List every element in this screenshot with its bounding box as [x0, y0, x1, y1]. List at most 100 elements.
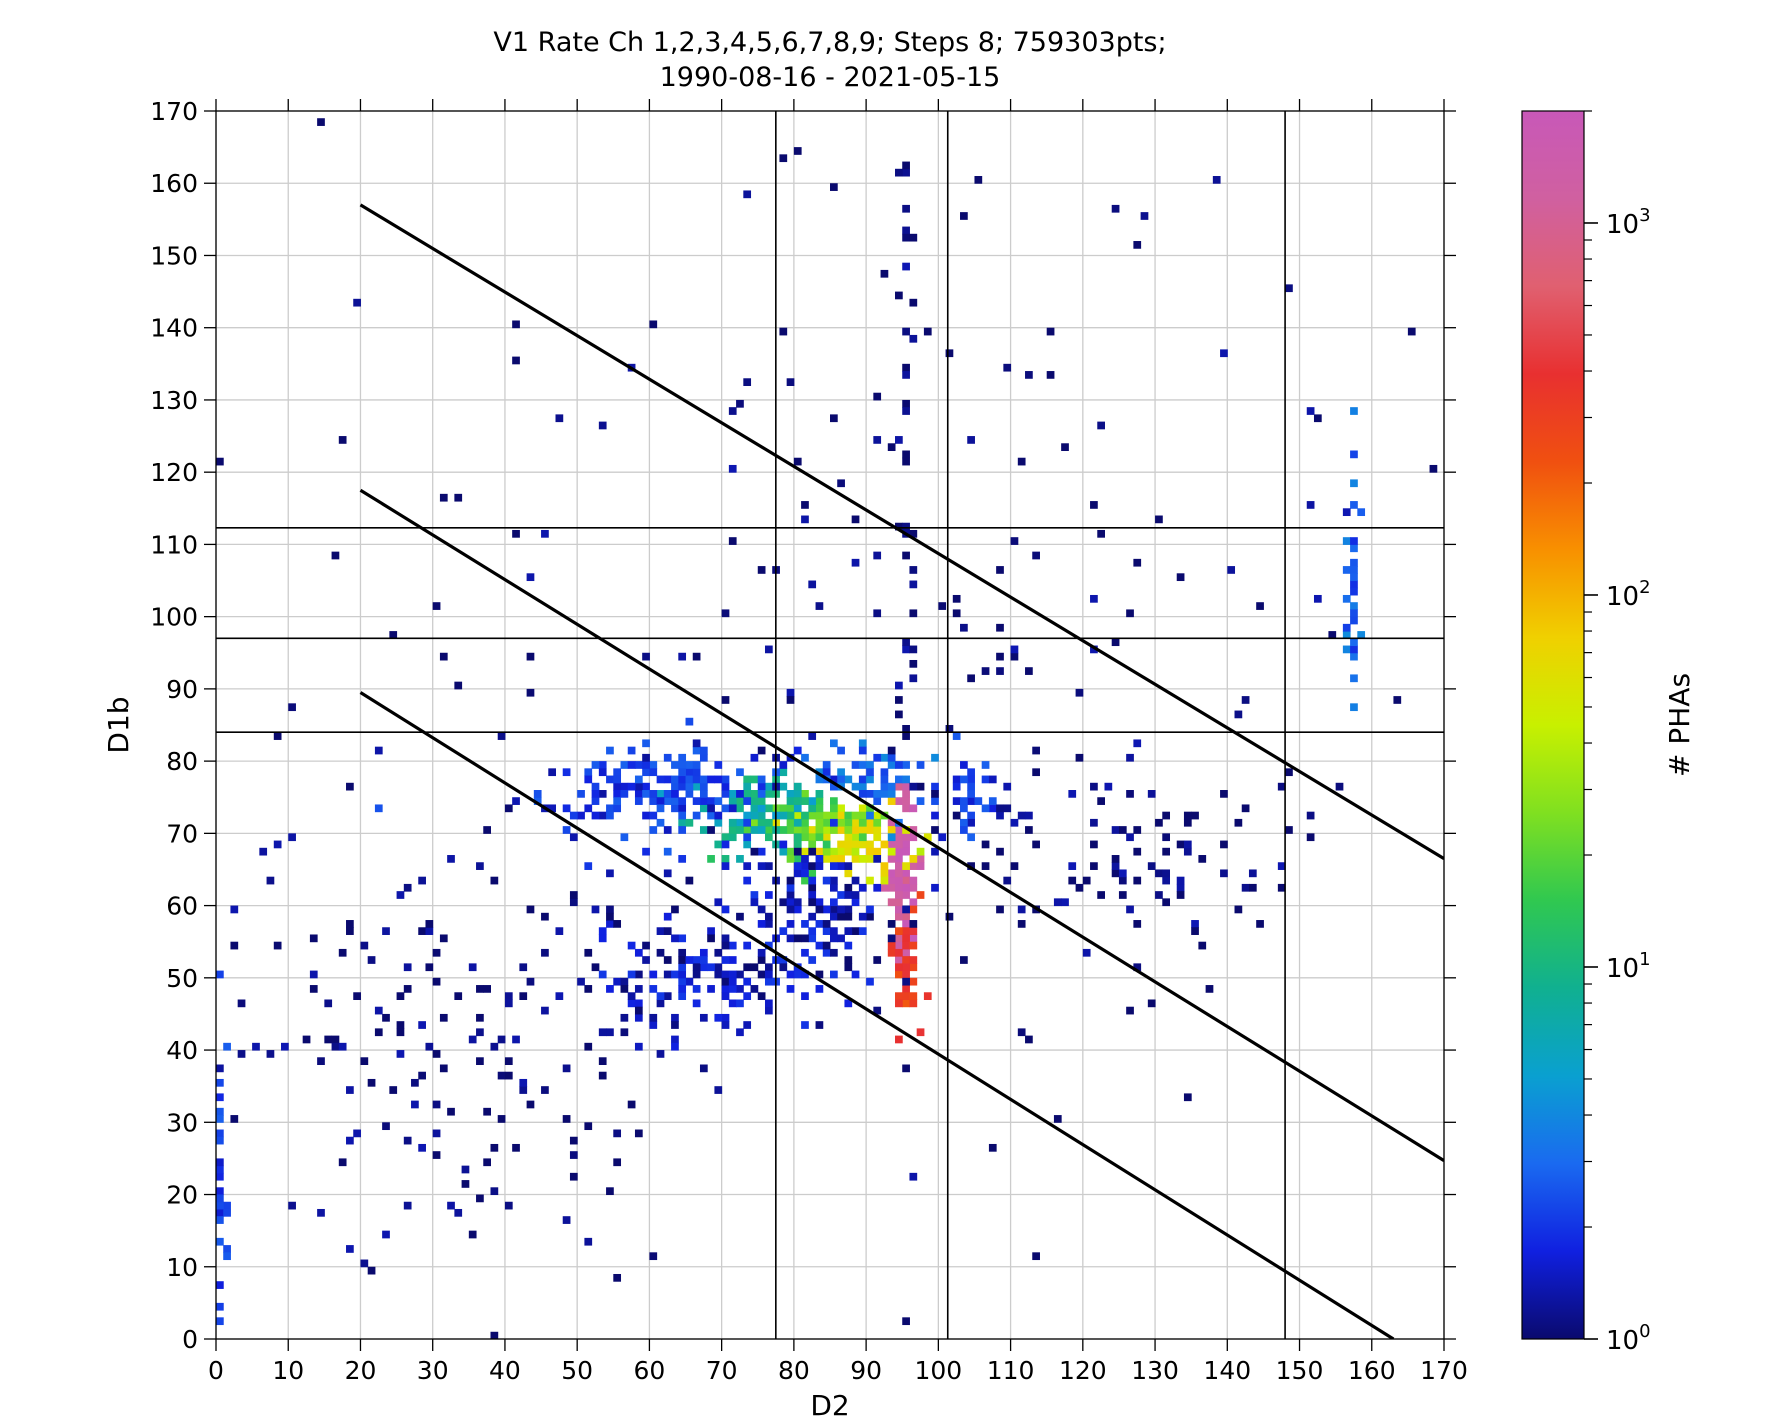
heatmap-cell — [216, 1187, 224, 1196]
heatmap-cell — [750, 826, 759, 834]
heatmap-cell — [988, 775, 997, 784]
heatmap-cell — [981, 862, 990, 870]
heatmap-cell — [909, 566, 918, 574]
heatmap-cell — [938, 602, 947, 610]
heatmap-cell — [873, 392, 882, 401]
heatmap-cell — [468, 1035, 477, 1044]
heatmap-cell — [1306, 501, 1315, 509]
y-tick-label: 20 — [166, 1181, 198, 1210]
heatmap-cell — [1313, 414, 1322, 423]
heatmap-cell — [895, 956, 903, 964]
heatmap-cell — [692, 775, 701, 784]
heatmap-cell — [634, 1013, 643, 1022]
heatmap-cell — [909, 927, 918, 935]
heatmap-cell — [757, 775, 766, 784]
heatmap-cell — [223, 1208, 231, 1217]
heatmap-cell — [613, 1129, 622, 1138]
heatmap-cell — [887, 797, 896, 805]
x-tick-label: 80 — [778, 1356, 810, 1385]
heatmap-cell — [1111, 855, 1120, 863]
heatmap-cell — [1183, 840, 1192, 849]
heatmap-cell — [844, 833, 853, 842]
heatmap-cell — [887, 920, 896, 928]
heatmap-cell — [764, 970, 773, 979]
heatmap-cell — [844, 963, 853, 972]
x-tick-label: 30 — [417, 1356, 449, 1385]
heatmap-cell — [902, 450, 910, 459]
heatmap-cell — [902, 327, 910, 336]
heatmap-cell — [895, 775, 903, 784]
heatmap-cell — [736, 399, 744, 408]
heatmap-cell — [331, 1042, 340, 1051]
heatmap-cell — [851, 970, 860, 979]
heatmap-cell — [916, 1028, 925, 1037]
heatmap-cell — [793, 746, 802, 755]
heatmap-cell — [512, 1035, 520, 1044]
heatmap-cell — [584, 1237, 593, 1246]
heatmap-cell — [830, 948, 838, 957]
heatmap-cell — [902, 956, 910, 964]
heatmap-cell — [750, 811, 759, 820]
heatmap-cell — [439, 934, 448, 943]
chart-title-line2: 1990-08-16 - 2021-05-15 — [660, 62, 1001, 93]
heatmap-cell — [1393, 696, 1402, 704]
heatmap-cell — [447, 1107, 455, 1116]
heatmap-cell — [923, 327, 932, 336]
heatmap-cell — [909, 580, 918, 589]
heatmap-cell — [714, 1013, 723, 1022]
heatmap-cell — [858, 826, 867, 834]
heatmap-cell — [808, 840, 817, 849]
heatmap-cell — [822, 761, 831, 769]
heatmap-cell — [960, 818, 968, 827]
heatmap-cell — [786, 883, 795, 892]
heatmap-cell — [793, 804, 802, 813]
heatmap-cell — [764, 782, 773, 791]
heatmap-cell — [598, 790, 607, 798]
heatmap-cell — [1053, 898, 1062, 907]
heatmap-cell — [353, 1129, 361, 1138]
heatmap-cell — [786, 688, 795, 697]
heatmap-cell — [699, 956, 708, 964]
heatmap-cell — [909, 855, 918, 863]
heatmap-cell — [577, 977, 585, 986]
heatmap-cell — [1053, 1115, 1062, 1123]
colorbar-tick-label: 100 — [1606, 1321, 1651, 1356]
heatmap-cell — [685, 717, 694, 726]
heatmap-cell — [707, 804, 715, 813]
heatmap-cell — [873, 797, 882, 805]
heatmap-cell — [663, 775, 672, 784]
heatmap-cell — [786, 855, 795, 863]
heatmap-cell — [1285, 284, 1293, 293]
heatmap-cell — [728, 818, 737, 827]
heatmap-cell — [642, 811, 650, 820]
heatmap-cell — [858, 790, 867, 798]
heatmap-cell — [902, 782, 910, 791]
heatmap-cell — [663, 927, 672, 935]
heatmap-cell — [793, 970, 802, 979]
heatmap-cell — [960, 761, 968, 769]
heatmap-cell — [830, 811, 838, 820]
heatmap-cell — [382, 1122, 390, 1131]
heatmap-cell — [671, 1042, 679, 1051]
heatmap-cell — [858, 855, 867, 863]
heatmap-cell — [793, 811, 802, 820]
heatmap-cell — [642, 956, 650, 964]
heatmap-cell — [887, 898, 896, 907]
heatmap-cell — [764, 1006, 773, 1015]
heatmap-cell — [1350, 616, 1358, 625]
heatmap-cell — [851, 927, 860, 935]
heatmap-cell — [346, 927, 354, 935]
heatmap-cell — [526, 1100, 535, 1109]
heatmap-cell — [396, 891, 405, 899]
heatmap-cell — [613, 797, 622, 805]
heatmap-cell — [649, 320, 658, 329]
heatmap-cell — [1046, 371, 1055, 379]
heatmap-cell — [902, 645, 910, 654]
heatmap-cell — [707, 934, 715, 943]
x-axis-label: D2 — [810, 1389, 849, 1422]
x-tick-label: 150 — [1276, 1356, 1324, 1385]
heatmap-cell — [880, 768, 889, 777]
heatmap-cell — [642, 768, 650, 777]
heatmap-cell — [721, 905, 730, 914]
plot-background — [216, 111, 1444, 1339]
